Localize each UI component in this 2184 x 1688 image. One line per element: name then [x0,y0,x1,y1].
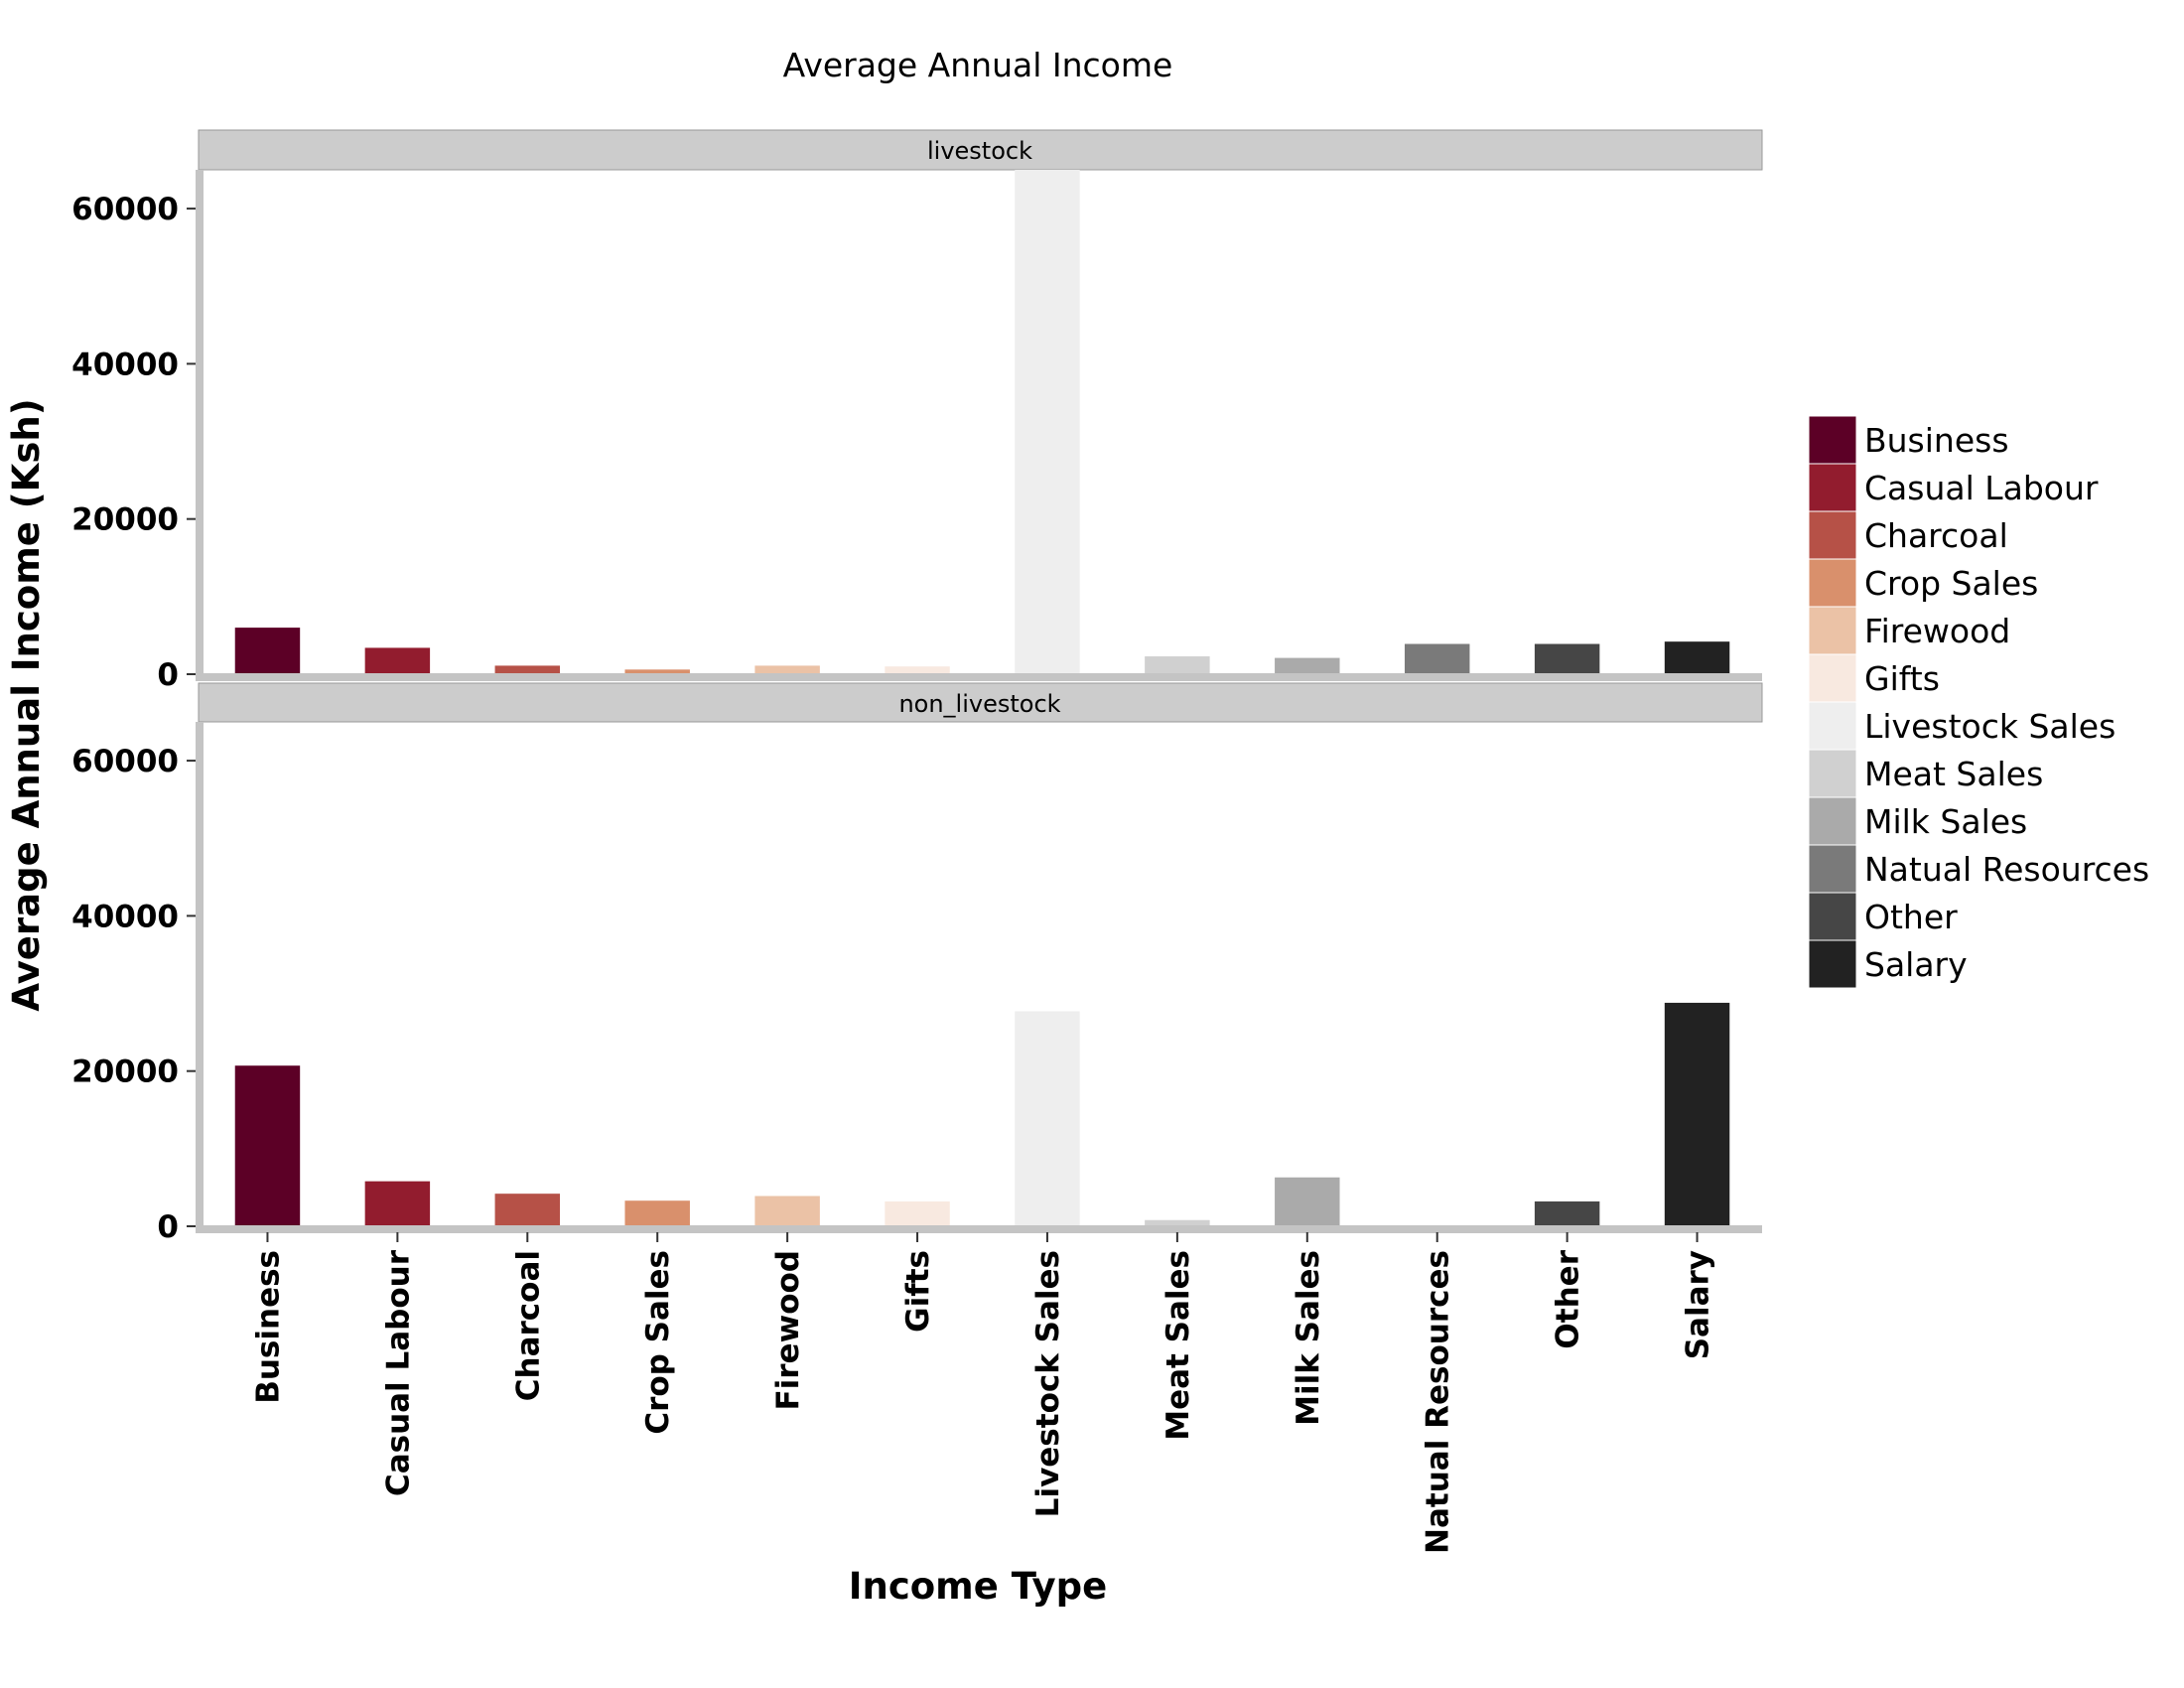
legend: Business Casual Labour Charcoal Crop Sales F… [1808,415,2149,989]
bar-gifts [885,666,950,674]
bars [234,1002,1730,1226]
legend-label: Natual Resources [1864,850,2149,889]
bar-meat-sales [1145,1219,1210,1226]
legend-label: Milk Sales [1864,802,2027,841]
bar-casual-labour [364,647,431,674]
x-tick-label: Gifts [900,1250,936,1333]
bar-crop-sales [624,669,690,674]
legend-label: Firewood [1864,612,2010,650]
legend-label: Livestock Sales [1864,707,2116,746]
legend-item: Meat Sales [1808,749,2043,798]
panel-non_livestock: non_livestock 0 20000 40000 60000 [71,682,1763,1245]
bar-salary [1664,1002,1730,1226]
legend-swatch [1808,796,1857,846]
bar-livestock-sales [1015,1011,1080,1226]
y-axis-line [196,170,204,680]
x-tick-label: Firewood [770,1250,806,1411]
bar-gifts [885,1200,950,1226]
legend-item: Other [1808,892,1958,941]
chart-title: Average Annual Income [783,46,1173,84]
bar-charcoal [494,665,561,674]
facet-strip [198,129,1763,171]
y-tick-label: 0 [157,657,179,693]
legend-label: Other [1864,898,1958,936]
legend-swatch [1808,415,1857,465]
y-tick-label: 40000 [71,899,179,934]
legend-swatch [1808,558,1857,608]
facet-strip-label: livestock [927,137,1032,165]
x-tick-label: Milk Sales [1291,1250,1326,1426]
x-tick-label: Business [250,1250,286,1404]
bar-meat-sales [1145,656,1210,674]
legend-item: Natual Resources [1808,844,2149,894]
legend-swatch [1808,892,1857,941]
x-axis-line [196,1225,1762,1233]
y-axis-title: Average Annual Income (Ksh) [5,398,48,1011]
legend-item: Crop Sales [1808,558,2038,608]
y-tick-label: 60000 [71,192,179,227]
y-tick-label: 40000 [71,347,179,382]
legend-item: Salary [1808,939,1968,989]
bar-other [1534,1200,1600,1226]
legend-item: Milk Sales [1808,796,2027,846]
bar-casual-labour [364,1181,431,1226]
x-tick-label: Other [1551,1249,1586,1348]
bars [234,170,1730,674]
legend-swatch [1808,939,1857,989]
x-tick-label: Salary [1681,1250,1716,1359]
x-tick-label: Natual Resources [1421,1250,1456,1554]
y-tick-label: 20000 [71,1055,179,1090]
facet-strip [198,682,1763,723]
legend-item: Livestock Sales [1808,701,2116,751]
legend-swatch [1808,510,1857,560]
bar-other [1534,643,1600,674]
bar-livestock-sales [1015,170,1080,674]
legend-item: Gifts [1808,653,1940,703]
bar-business [234,628,301,674]
x-tick-label: Livestock Sales [1030,1250,1066,1517]
x-axis-ticks: Business Casual Labour Charcoal Crop Sales F… [250,1232,1716,1554]
legend-swatch [1808,463,1857,512]
x-axis-title: Income Type [849,1565,1108,1608]
y-axis-line [196,722,204,1232]
y-tick-label: 0 [157,1209,179,1245]
bar-charcoal [494,1194,561,1226]
bar-business [234,1065,301,1226]
facet-strip-label: non_livestock [898,690,1060,718]
legend-item: Firewood [1808,606,2010,655]
x-tick-label: Meat Sales [1160,1250,1196,1441]
legend-swatch [1808,653,1857,703]
legend-label: Gifts [1864,659,1940,698]
y-tick-label: 20000 [71,502,179,538]
legend-label: Business [1864,421,2009,460]
legend-item: Casual Labour [1808,463,2099,512]
legend-swatch [1808,749,1857,798]
legend-label: Meat Sales [1864,755,2043,793]
y-tick-label: 60000 [71,744,179,779]
bar-milk-sales [1275,657,1340,674]
bar-firewood [754,1196,820,1226]
legend-label: Crop Sales [1864,564,2038,603]
x-tick-label: Casual Labour [380,1249,416,1496]
legend-swatch [1808,606,1857,655]
legend-label: Casual Labour [1864,469,2099,507]
legend-label: Salary [1864,945,1968,984]
legend-swatch [1808,701,1857,751]
legend-item: Charcoal [1808,510,2008,560]
legend-swatch [1808,844,1857,894]
legend-label: Charcoal [1864,516,2008,555]
bar-firewood [754,665,820,674]
panel-livestock: livestock 0 20000 40000 60000 [71,129,1763,693]
x-axis-line [196,673,1762,681]
chart-panels: livestock 0 20000 40000 60000 non_livestock 0 2… [71,129,1763,1245]
bar-crop-sales [624,1200,690,1226]
bar-milk-sales [1275,1177,1340,1226]
legend-item: Business [1808,415,2009,465]
bar-natual-resources [1404,643,1470,674]
x-tick-label: Charcoal [510,1250,546,1401]
bar-salary [1664,641,1730,674]
x-tick-label: Crop Sales [640,1250,676,1435]
